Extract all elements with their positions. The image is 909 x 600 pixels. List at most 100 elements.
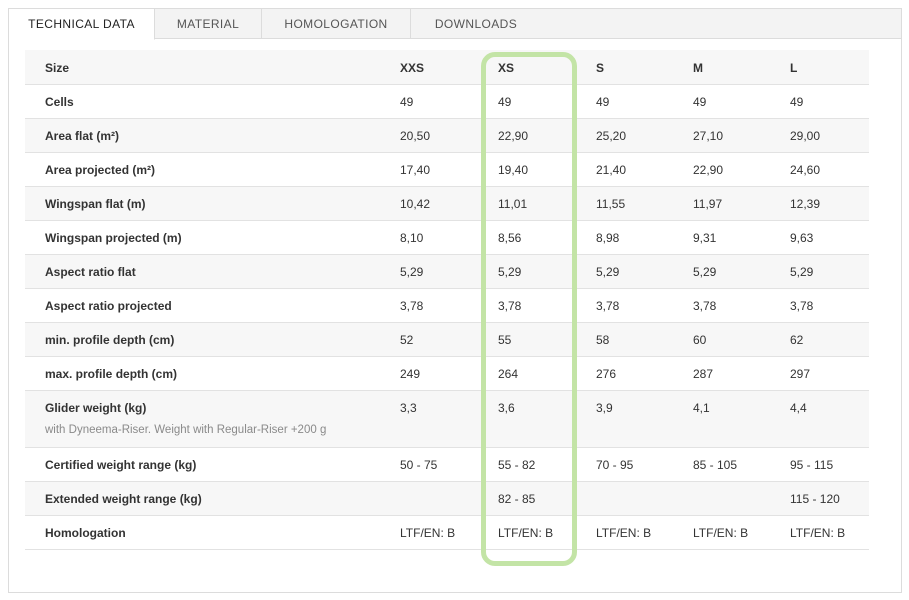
value-cell: 21,40 [596,152,693,187]
value-cell: 9,63 [790,220,869,255]
value-cell: 95 - 115 [790,447,869,482]
value-cell: 11,55 [596,186,693,221]
value-cell: 3,78 [498,288,596,323]
header-cell-m: M [693,50,790,85]
value-cell: 11,01 [498,186,596,221]
header-cell-xs: XS [498,50,596,85]
value-cell: 55 - 82 [498,447,596,482]
row-label-cell: Aspect ratio flat [25,254,400,289]
value-cell: 19,40 [498,152,596,187]
value-cell: 20,50 [400,118,498,153]
row-label-cell: Certified weight range (kg) [25,447,400,482]
header-cell-size: Size [25,50,400,85]
value-cell: LTF/EN: B [498,515,596,550]
value-cell: 22,90 [693,152,790,187]
value-cell: 8,10 [400,220,498,255]
value-cell: 25,20 [596,118,693,153]
table-row: Aspect ratio projected 3,78 3,78 3,78 3,78 3,… [25,288,869,323]
row-label: Certified weight range (kg) [45,457,197,472]
row-label: Cells [45,94,74,109]
row-label: Homologation [45,525,126,540]
technical-data-table-wrapper: Size XXS XS S M L Cells 49 49 49 49 49 Area fl… [25,50,869,550]
row-label: max. profile depth (cm) [45,366,178,381]
table-row: Wingspan projected (m) 8,10 8,56 8,98 9,31 9,… [25,220,869,255]
value-cell [400,481,498,516]
row-label: Glider weight (kg) [45,400,147,415]
row-label: Extended weight range (kg) [45,491,202,506]
row-label-cell: Extended weight range (kg) [25,481,400,516]
header-cell-l: L [790,50,869,85]
row-label-cell: Cells [25,84,400,119]
tab-technical-data[interactable]: TECHNICAL DATA [9,9,155,40]
value-cell: 4,1 [693,390,790,448]
value-cell: 49 [596,84,693,119]
value-cell: 85 - 105 [693,447,790,482]
value-cell: 8,56 [498,220,596,255]
table-row: Extended weight range (kg) 82 - 85 115 - 1… [25,481,869,516]
row-label: min. profile depth (cm) [45,332,175,347]
row-label-cell: Wingspan flat (m) [25,186,400,221]
value-cell: LTF/EN: B [596,515,693,550]
row-label: Wingspan flat (m) [45,196,146,211]
row-label-cell: Aspect ratio projected [25,288,400,323]
value-cell: 8,98 [596,220,693,255]
value-cell: 3,78 [693,288,790,323]
technical-data-table: Size XXS XS S M L Cells 49 49 49 49 49 Area fl… [25,50,869,550]
value-cell: 9,31 [693,220,790,255]
value-cell: 22,90 [498,118,596,153]
value-cell: LTF/EN: B [790,515,869,550]
value-cell: 58 [596,322,693,357]
value-cell: 3,9 [596,390,693,448]
table-row: Glider weight (kg) with Dyneema-Riser. We… [25,390,869,448]
table-row: Cells 49 49 49 49 49 [25,84,869,119]
value-cell: 4,4 [790,390,869,448]
row-label: Area flat (m²) [45,128,120,143]
value-cell: LTF/EN: B [400,515,498,550]
value-cell: 3,78 [596,288,693,323]
row-label: Aspect ratio projected [45,298,172,313]
table-row: min. profile depth (cm) 52 55 58 60 62 [25,322,869,357]
tab-downloads[interactable]: DOWNLOADS [434,17,518,31]
value-cell: 5,29 [790,254,869,289]
value-cell: 12,39 [790,186,869,221]
row-label: Area projected (m²) [45,162,156,177]
table-row: Area flat (m²) 20,50 22,90 25,20 27,10 29,00 [25,118,869,153]
row-label-cell: Area flat (m²) [25,118,400,153]
table-row: Aspect ratio flat 5,29 5,29 5,29 5,29 5,29 [25,254,869,289]
value-cell: 62 [790,322,869,357]
row-label-cell: max. profile depth (cm) [25,356,400,391]
value-cell: 49 [400,84,498,119]
value-cell: 5,29 [693,254,790,289]
value-cell: 52 [400,322,498,357]
table-row: Wingspan flat (m) 10,42 11,01 11,55 11,97 12,… [25,186,869,221]
value-cell: 11,97 [693,186,790,221]
table-header-row: Size XXS XS S M L [25,50,869,85]
value-cell: 24,60 [790,152,869,187]
row-label-cell: min. profile depth (cm) [25,322,400,357]
value-cell: 297 [790,356,869,391]
value-cell: 17,40 [400,152,498,187]
row-label-cell: Wingspan projected (m) [25,220,400,255]
value-cell: 82 - 85 [498,481,596,516]
value-cell [693,481,790,516]
value-cell: LTF/EN: B [693,515,790,550]
header-cell-s: S [596,50,693,85]
value-cell: 49 [693,84,790,119]
value-cell: 249 [400,356,498,391]
value-cell: 50 - 75 [400,447,498,482]
row-label: Wingspan projected (m) [45,230,182,245]
value-cell: 29,00 [790,118,869,153]
value-cell: 5,29 [596,254,693,289]
value-cell: 49 [498,84,596,119]
value-cell: 276 [596,356,693,391]
value-cell: 55 [498,322,596,357]
value-cell: 287 [693,356,790,391]
row-label-cell: Homologation [25,515,400,550]
value-cell: 60 [693,322,790,357]
tab-homologation[interactable]: HOMOLOGATION [262,9,411,39]
value-cell: 5,29 [498,254,596,289]
value-cell: 3,3 [400,390,498,448]
tab-material[interactable]: MATERIAL [155,9,262,39]
value-cell: 3,78 [400,288,498,323]
